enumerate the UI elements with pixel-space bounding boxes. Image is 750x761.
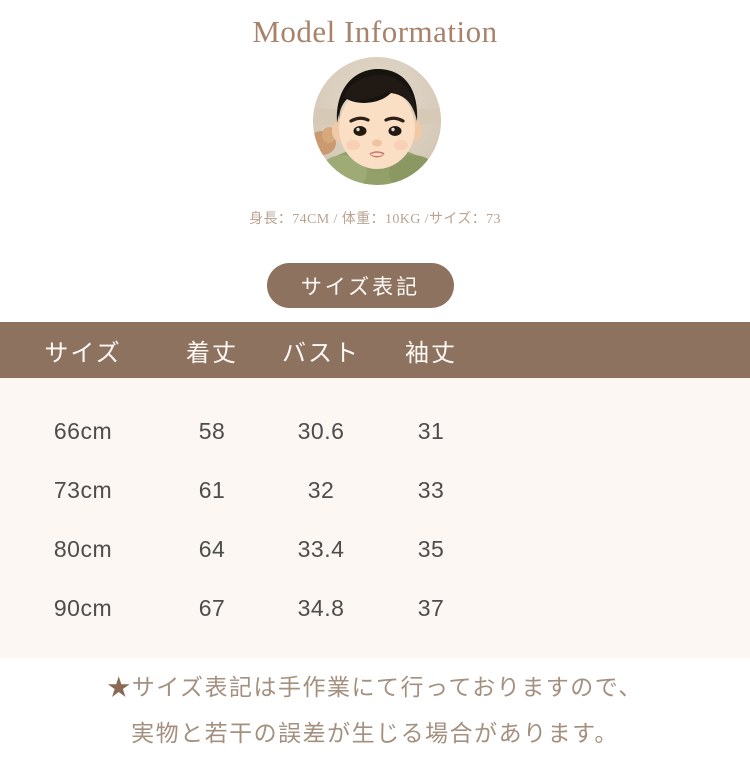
size-table-header-bar — [0, 322, 750, 378]
model-stats-line: 身長：74CM / 体重：10KG /サイズ：73 — [249, 212, 501, 227]
page-title: Model Information — [252, 14, 498, 49]
cell-length: 64 — [198, 536, 226, 562]
column-header-length: 着丈 — [186, 339, 238, 367]
cell-length: 61 — [198, 477, 226, 503]
column-header-sleeve: 袖丈 — [405, 339, 457, 367]
disclaimer-text-1: サイズ表記は手作業にて行っておりますので、 — [131, 675, 643, 700]
disclaimer-line-2: 実物と若干の誤差が生じる場合があります。 — [131, 721, 619, 746]
cell-length: 67 — [198, 595, 226, 621]
column-header-bust: バスト — [282, 339, 360, 367]
size-table: サイズ 着丈 バスト 袖丈 66cm 58 30.6 31 73cm 61 32… — [0, 322, 750, 658]
cell-sleeve: 31 — [417, 418, 445, 444]
model-photo-illustration — [313, 57, 441, 185]
size-table-header-row: サイズ 着丈 バスト 袖丈 — [0, 322, 750, 378]
size-chart-button[interactable]: サイズ表記 — [267, 263, 454, 308]
table-row: 73cm 61 32 33 — [0, 461, 750, 520]
cell-size: 80cm — [53, 536, 113, 562]
cell-bust: 33.4 — [297, 536, 345, 562]
cell-size: 73cm — [53, 477, 113, 503]
cell-size: 90cm — [53, 595, 113, 621]
cell-bust: 30.6 — [297, 418, 345, 444]
cell-sleeve: 37 — [417, 595, 445, 621]
table-row: 66cm 58 30.6 31 — [0, 402, 750, 461]
cell-size: 66cm — [53, 418, 113, 444]
star-icon: ★ — [107, 675, 132, 700]
table-row: 90cm 67 34.8 37 — [0, 579, 750, 638]
cell-bust: 34.8 — [297, 595, 345, 621]
cell-length: 58 — [198, 418, 226, 444]
table-row: 80cm 64 33.4 35 — [0, 520, 750, 579]
cell-sleeve: 33 — [417, 477, 445, 503]
column-header-size: サイズ — [44, 339, 122, 367]
model-photo-avatar — [313, 57, 441, 185]
cell-bust: 32 — [307, 477, 335, 503]
cell-sleeve: 35 — [417, 536, 445, 562]
disclaimer-line-1: ★サイズ表記は手作業にて行っておりますので、 — [0, 668, 750, 702]
